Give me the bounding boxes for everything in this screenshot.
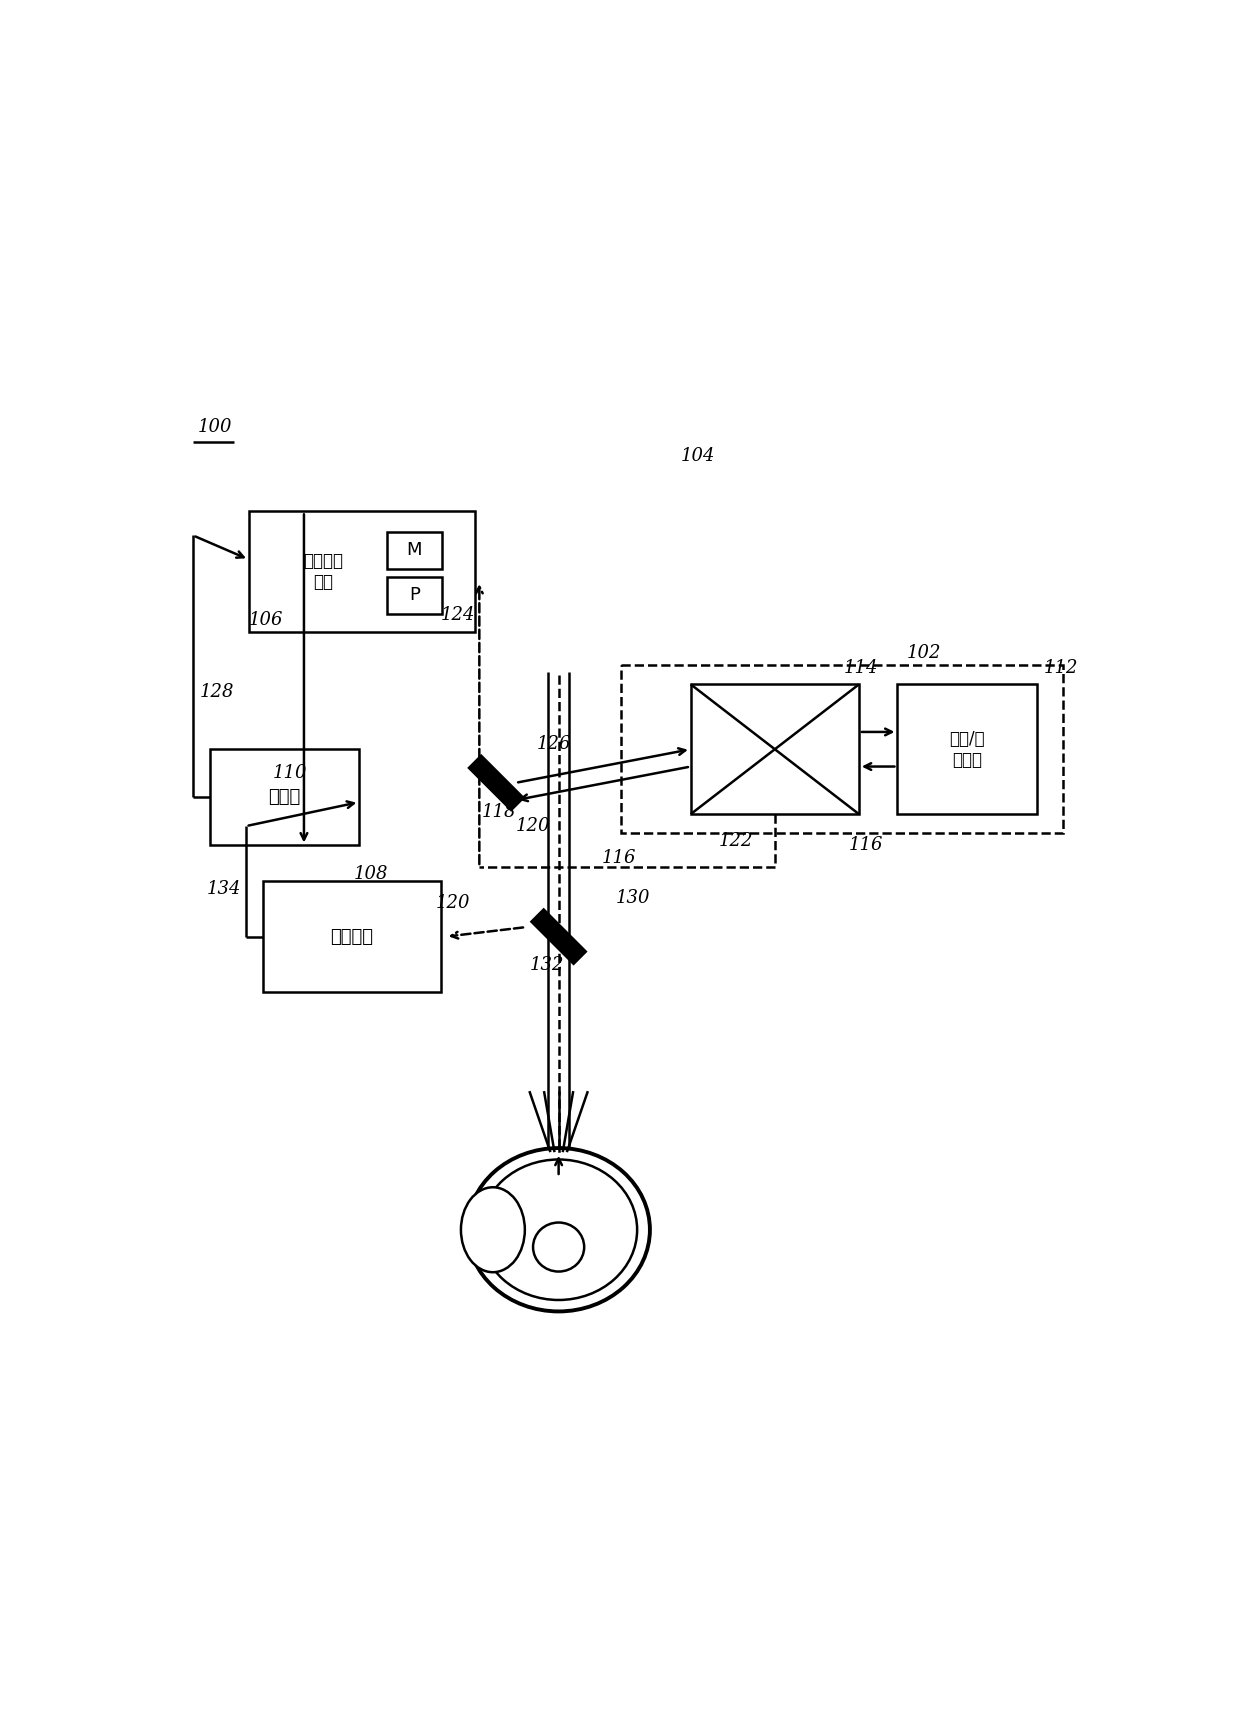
Text: 116: 116 — [601, 849, 636, 866]
Bar — [898, 685, 1037, 815]
Text: 104: 104 — [681, 447, 715, 466]
Text: 100: 100 — [197, 418, 232, 437]
Ellipse shape — [480, 1159, 637, 1299]
Text: 108: 108 — [353, 865, 388, 883]
Bar — [387, 532, 443, 568]
Bar — [691, 685, 859, 815]
Text: 124: 124 — [440, 606, 475, 623]
Text: 显示器: 显示器 — [269, 788, 301, 806]
Text: 106: 106 — [249, 611, 284, 628]
Text: 成像单元: 成像单元 — [331, 928, 373, 945]
Text: 图像处理
单元: 图像处理 单元 — [303, 551, 343, 591]
Polygon shape — [532, 909, 585, 964]
Bar — [263, 882, 441, 991]
Text: 116: 116 — [849, 837, 883, 854]
Text: 118: 118 — [482, 803, 516, 820]
Text: 122: 122 — [719, 832, 754, 849]
Text: 130: 130 — [615, 889, 650, 907]
Text: 光源/分
析单元: 光源/分 析单元 — [950, 729, 985, 769]
Ellipse shape — [533, 1222, 584, 1272]
Ellipse shape — [461, 1186, 525, 1272]
Text: M: M — [407, 541, 422, 560]
Text: 126: 126 — [537, 736, 572, 753]
Bar — [387, 577, 443, 613]
Text: 114: 114 — [844, 659, 879, 676]
Polygon shape — [469, 755, 523, 810]
Text: 132: 132 — [529, 957, 564, 974]
Ellipse shape — [467, 1149, 650, 1311]
Text: 120: 120 — [516, 817, 549, 835]
Text: 134: 134 — [207, 880, 242, 897]
Bar — [621, 666, 1063, 834]
Bar — [249, 512, 475, 632]
Bar — [211, 750, 360, 846]
Text: 112: 112 — [1044, 659, 1079, 676]
Text: 110: 110 — [273, 764, 306, 782]
Text: 128: 128 — [200, 683, 234, 700]
Text: P: P — [409, 587, 420, 604]
Text: 102: 102 — [906, 644, 941, 663]
Text: 120: 120 — [435, 894, 470, 912]
